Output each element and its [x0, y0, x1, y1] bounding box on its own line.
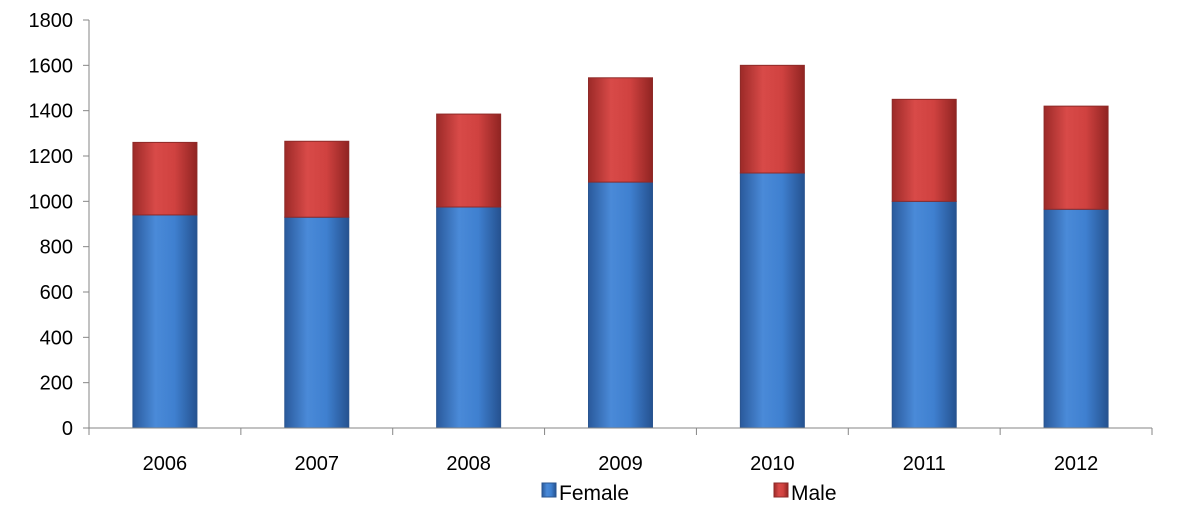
bar-female-2008 [436, 206, 502, 429]
legend-item-female: Female [541, 482, 629, 505]
bar-female-2009 [588, 181, 653, 429]
y-axis-tick-labels: 0 200 400 600 800 1000 1200 1400 1600 1800 [29, 10, 74, 440]
x-tick-label: 2012 [1054, 453, 1099, 475]
y-tick-label: 1800 [29, 10, 74, 32]
bar-male-2009 [588, 77, 653, 183]
y-tick-label: 600 [40, 282, 73, 304]
bar-female-2006 [132, 214, 198, 429]
y-tick-label: 0 [62, 418, 73, 440]
bar-female-2012 [1043, 208, 1109, 429]
bar-female-2010 [739, 172, 805, 429]
x-tick-label: 2006 [143, 453, 188, 475]
bar-male-2011 [891, 98, 957, 202]
bar-female-2011 [891, 200, 957, 429]
legend-item-male: Male [773, 482, 837, 505]
x-tick-label: 2007 [295, 453, 340, 475]
bar-male-2008 [436, 113, 502, 208]
legend-swatch-female [541, 482, 557, 498]
y-tick-label: 200 [40, 373, 73, 395]
bar-male-2010 [739, 64, 805, 174]
bar-male-2012 [1043, 105, 1109, 210]
x-tick-label: 2011 [903, 453, 946, 475]
y-tick-label: 1400 [29, 101, 74, 123]
x-tick-label: 2009 [598, 453, 643, 475]
bar-male-2007 [284, 140, 350, 218]
bar-female-2007 [284, 216, 350, 429]
x-tick-label: 2010 [750, 453, 795, 475]
y-tick-label: 1200 [29, 146, 74, 168]
axes [83, 19, 1153, 435]
y-tick-label: 400 [40, 327, 73, 349]
y-tick-label: 1600 [29, 55, 74, 77]
y-tick-label: 1000 [29, 191, 74, 213]
x-axis-tick-labels: 2006 2007 2008 2009 2010 2011 2012 [143, 453, 1099, 475]
legend-label-female: Female [559, 482, 629, 505]
legend-label-male: Male [791, 482, 837, 505]
bar-male-2006 [132, 141, 198, 216]
legend-swatch-male [773, 482, 789, 498]
legend: Female Male [541, 482, 837, 505]
bars [132, 64, 1109, 429]
y-tick-label: 800 [40, 237, 73, 259]
x-tick-label: 2008 [446, 453, 491, 475]
